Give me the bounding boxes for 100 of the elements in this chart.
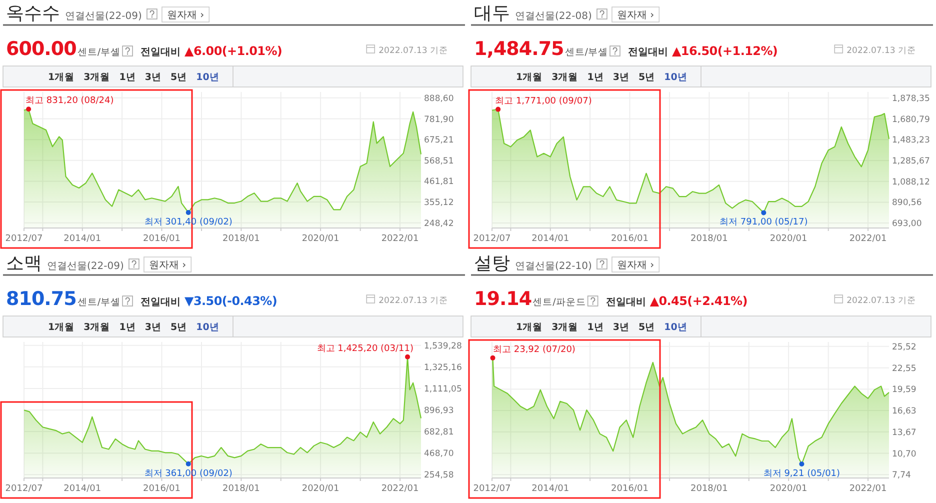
text: 5년 <box>638 322 656 333</box>
x-tick-label: 2018/01 <box>690 484 728 494</box>
text: 전일대비 <box>606 297 646 308</box>
annotation: 최고 23,92 (07/20) <box>493 344 576 355</box>
text: 19.14 <box>474 288 532 310</box>
text: 3개월 <box>552 322 578 333</box>
text: 10년 <box>196 72 220 83</box>
text: 원자재 › <box>616 10 654 21</box>
text: 10년 <box>196 322 220 333</box>
text: 1개월 <box>516 322 543 333</box>
y-tick-label: 1,680,79 <box>892 114 930 125</box>
chart-title: 설탕 <box>474 253 510 274</box>
text: ▲16.50(+1.12%) <box>672 44 778 58</box>
text: ▼3.50(-0.43%) <box>184 294 278 308</box>
text: ▲6.00(+1.01%) <box>184 44 282 58</box>
y-tick-label: 468,70 <box>424 449 454 460</box>
y-tick-label: 19,59 <box>892 385 916 396</box>
y-tick-label: 888,60 <box>424 94 454 104</box>
text: 1년 <box>587 322 604 333</box>
text: 5년 <box>638 72 656 83</box>
text: 1년 <box>587 72 604 83</box>
x-tick-label: 2016/01 <box>143 234 180 244</box>
text: 2022.07.13 기준 <box>378 296 448 306</box>
y-tick-label: 896,93 <box>424 406 454 416</box>
y-tick-label: 10,70 <box>892 449 916 460</box>
text: 2022.07.13 기준 <box>846 46 916 56</box>
text: 1개월 <box>48 72 75 83</box>
y-tick-label: 675,21 <box>424 136 454 146</box>
chart-title: 대두 <box>474 3 510 24</box>
x-tick-label: 2020/01 <box>770 484 808 494</box>
x-tick-label: 2018/01 <box>222 234 260 244</box>
x-tick-label: 2014/01 <box>64 234 102 244</box>
y-tick-label: 355,12 <box>424 198 454 208</box>
chart-title: 소맥 <box>6 253 42 274</box>
text: 1개월 <box>48 322 75 333</box>
y-tick-label: 22,55 <box>892 364 916 374</box>
chart-title: 옥수수 <box>6 3 60 24</box>
chart-subtitle: 연결선물(22-08) <box>515 11 592 22</box>
annotation: 최고 1,771,00 (09/07) <box>495 96 592 106</box>
x-tick-label: 2012/07 <box>473 234 511 244</box>
text: 1개월 <box>516 72 543 83</box>
x-tick-label: 2012/07 <box>5 234 43 244</box>
text: 3년 <box>612 72 630 83</box>
y-tick-label: 1,285,67 <box>892 156 930 167</box>
text: 전일대비 <box>628 47 668 58</box>
x-tick-label: 2022/01 <box>381 484 419 494</box>
y-tick-label: 25,52 <box>892 342 916 352</box>
text: 5년 <box>170 72 188 83</box>
text: 1년 <box>119 322 136 333</box>
text: 센트/부셸 <box>77 47 121 58</box>
text: 3년 <box>144 72 162 83</box>
text: 2022.07.13 기준 <box>846 296 916 306</box>
y-tick-label: 13,67 <box>892 428 916 438</box>
x-tick-label: 2018/01 <box>690 234 728 244</box>
y-tick-label: 1,088,12 <box>892 177 930 188</box>
y-tick-label: 461,81 <box>424 177 454 188</box>
y-tick-label: 682,81 <box>424 428 454 438</box>
y-tick-label: 16,63 <box>892 406 916 417</box>
x-tick-label: 2012/07 <box>5 484 43 494</box>
y-tick-label: 248,42 <box>424 218 454 229</box>
y-tick-label: 1,878,35 <box>892 94 930 104</box>
text: 전일대비 <box>140 297 181 308</box>
x-tick-label: 2012/07 <box>473 484 511 494</box>
text: ▲0.45(+2.41%) <box>650 294 748 308</box>
chart-subtitle: 연결선물(22-09) <box>47 261 124 272</box>
x-tick-label: 2022/01 <box>849 484 887 494</box>
text: 센트/부셸 <box>564 47 608 58</box>
x-tick-label: 2014/01 <box>532 234 570 244</box>
x-tick-label: 2022/01 <box>849 234 887 244</box>
text: 전일대비 <box>140 47 181 58</box>
annotation: 최고 1,425,20 (03/11) <box>316 344 414 354</box>
text: 2022.07.13 기준 <box>378 46 448 56</box>
y-tick-label: 890,56 <box>892 198 922 208</box>
x-tick-label: 2016/01 <box>611 234 648 244</box>
y-tick-label: 254,58 <box>424 470 454 481</box>
text: 3개월 <box>552 72 578 83</box>
x-tick-label: 2014/01 <box>532 484 570 494</box>
text: 센트/부셸 <box>77 297 121 308</box>
x-tick-label: 2018/01 <box>222 484 260 494</box>
annotation: 최저 791,00 (05/17) <box>720 218 808 228</box>
text: 원자재 › <box>166 10 204 21</box>
x-tick-label: 2020/01 <box>770 234 808 244</box>
x-tick-label: 2022/01 <box>381 234 419 244</box>
x-tick-label: 2016/01 <box>611 484 648 494</box>
y-tick-label: 7,74 <box>892 470 911 481</box>
text: 5년 <box>170 322 188 333</box>
text: 10년 <box>664 72 688 83</box>
x-tick-label: 2016/01 <box>143 484 180 494</box>
y-tick-label: 1,483,23 <box>892 136 930 146</box>
chart-subtitle: 연결선물(22-10) <box>515 261 592 272</box>
text: 원자재 › <box>616 260 654 271</box>
text: 1,484.75 <box>474 38 564 60</box>
text: 600.00 <box>6 38 77 60</box>
y-tick-label: 1,539,28 <box>424 341 462 352</box>
y-tick-label: 781,90 <box>424 114 454 125</box>
text: 10년 <box>664 322 688 333</box>
chart-subtitle: 연결선물(22-09) <box>65 11 142 22</box>
text: 3개월 <box>84 322 110 333</box>
text: 3개월 <box>84 72 110 83</box>
x-tick-label: 2014/01 <box>64 484 102 494</box>
